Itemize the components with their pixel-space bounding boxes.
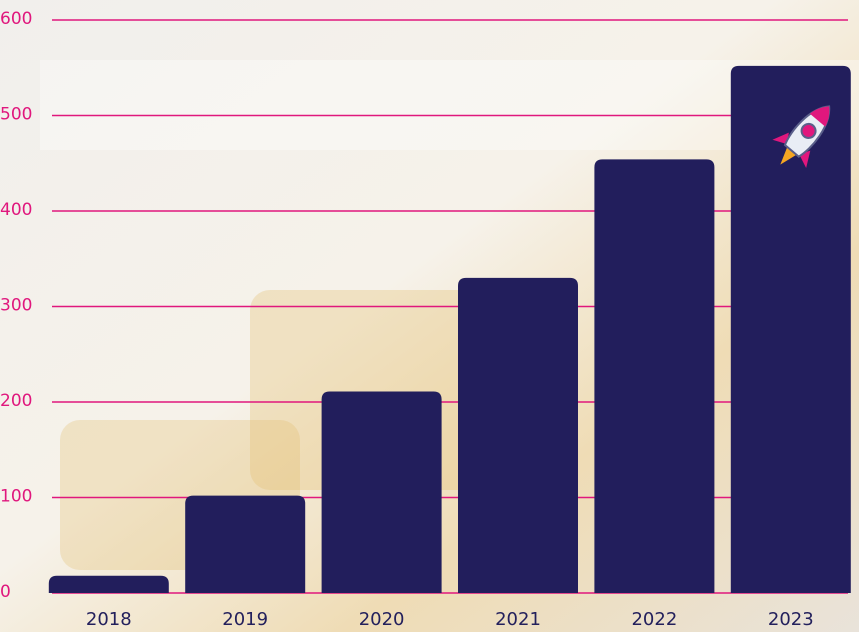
bar [321,391,442,593]
y-tick-label: 200 [0,391,32,411]
y-tick-label: 500 [0,105,32,125]
bar [185,495,306,593]
rocket-icon [772,105,831,169]
y-tick-label: 600 [0,9,32,29]
x-tick-label: 2019 [222,609,268,630]
x-tick-label: 2018 [86,609,132,630]
bar [48,575,169,593]
y-tick-label: 0 [0,582,11,602]
y-tick-label: 400 [0,200,32,220]
bar [594,159,715,593]
labels: 0 100 200 300 400 500 600 2018 2019 2020 2021 2022 2… [0,9,814,630]
y-tick-label: 300 [0,296,32,316]
bars [48,65,851,594]
grid [52,19,848,594]
bar [730,65,851,594]
x-tick-label: 2022 [631,609,677,630]
x-tick-label: 2023 [768,609,814,630]
bar [458,277,578,593]
y-tick-label: 100 [0,487,32,507]
background-shade [40,60,859,150]
x-tick-label: 2020 [359,609,405,630]
x-tick-label: 2021 [495,609,541,630]
